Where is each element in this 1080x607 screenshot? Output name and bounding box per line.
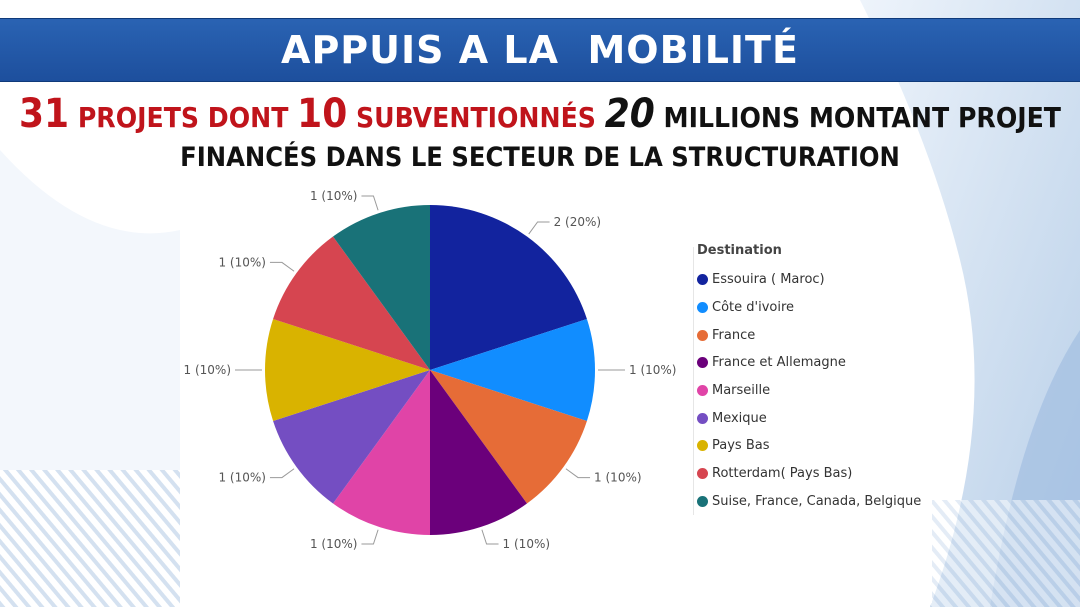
pie-slice[interactable] <box>333 370 430 535</box>
legend-swatch <box>697 357 708 369</box>
data-label: 1 (10%) <box>218 255 265 269</box>
data-label: 1 (10%) <box>218 471 265 485</box>
projects-text: PROJETS DONT <box>77 101 289 134</box>
legend-item[interactable]: Marseille <box>697 377 921 405</box>
legend-swatch <box>697 385 708 397</box>
pie-slice[interactable] <box>430 319 595 421</box>
amount-value: 20 <box>604 91 655 137</box>
legend-swatch <box>697 274 708 286</box>
data-label: 1 (10%) <box>503 537 550 551</box>
legend-label: France et Allemagne <box>712 355 846 371</box>
data-label: 1 (10%) <box>184 363 231 377</box>
chart-panel: 2 (20%) 1 (10%) 1 (10%) 1 (10%) 1 (10%) 1 (10… <box>181 185 932 603</box>
leader-line <box>481 529 499 545</box>
pie-slice[interactable] <box>430 370 587 504</box>
legend-label: Marseille <box>712 383 771 399</box>
leader-line <box>361 529 379 545</box>
legend-swatch <box>697 468 708 480</box>
legend-label: Mexique <box>712 410 767 426</box>
legend-swatch <box>697 440 708 452</box>
leader-line <box>361 195 379 211</box>
legend-label: Pays Bas <box>712 438 770 454</box>
legend-label: Suise, France, Canada, Belgique <box>712 493 922 509</box>
leader-line <box>528 221 550 235</box>
legend-item[interactable]: Suise, France, Canada, Belgique <box>697 488 921 516</box>
legend-swatch <box>697 302 708 314</box>
pie-slice[interactable] <box>333 205 430 370</box>
legend: Destination Essouira ( Maroc) Côte d'ivoi… <box>697 243 921 515</box>
amount-text: MILLIONS MONTANT PROJET <box>663 101 1061 134</box>
data-label: 1 (10%) <box>629 363 676 377</box>
legend-divider <box>693 247 694 515</box>
legend-item[interactable]: Côte d'ivoire <box>697 294 921 322</box>
legend-swatch <box>697 495 708 507</box>
leader-line <box>269 468 295 479</box>
legend-label: France <box>712 327 756 343</box>
projects-count: 31 <box>19 91 70 137</box>
data-label: 2 (20%) <box>554 215 601 229</box>
subsidized-count: 10 <box>297 91 348 137</box>
pie-slice[interactable] <box>265 319 430 421</box>
legend-item[interactable]: Mexique <box>697 404 921 432</box>
legend-swatch <box>697 412 708 424</box>
headline-line-1: 31 PROJETS DONT 10 SUBVENTIONNÉS 20 MILL… <box>0 94 1080 134</box>
pie-chart: 2 (20%) 1 (10%) 1 (10%) 1 (10%) 1 (10%) 1 (10… <box>184 189 677 551</box>
legend-item[interactable]: Pays Bas <box>697 432 921 460</box>
legend-label: Essouira ( Maroc) <box>712 272 825 288</box>
legend-item[interactable]: Essouira ( Maroc) <box>697 266 921 294</box>
leader-line <box>269 261 295 272</box>
pie-slice[interactable] <box>430 205 587 370</box>
headline-line-2: FINANCÉS DANS LE SECTEUR DE LA STRUCTURA… <box>180 142 900 173</box>
legend-title: Destination <box>697 243 782 258</box>
pie-slice[interactable] <box>273 236 430 370</box>
pie-slice[interactable] <box>273 370 430 504</box>
subsidized-text: SUBVENTIONNÉS <box>356 101 596 134</box>
data-label: 1 (10%) <box>594 471 641 485</box>
legend-label: Côte d'ivoire <box>712 300 795 316</box>
legend-item[interactable]: France <box>697 321 921 349</box>
data-label: 1 (10%) <box>310 189 357 203</box>
data-label: 1 (10%) <box>310 537 357 551</box>
pie-slice[interactable] <box>430 370 527 535</box>
banner-title: APPUIS A LA MOBILITÉ <box>281 28 799 72</box>
title-banner: APPUIS A LA MOBILITÉ <box>0 18 1080 82</box>
legend-item[interactable]: Rotterdam( Pays Bas) <box>697 460 921 488</box>
leader-line <box>565 468 591 479</box>
legend-item[interactable]: France et Allemagne <box>697 349 921 377</box>
legend-swatch <box>697 329 708 341</box>
legend-label: Rotterdam( Pays Bas) <box>712 466 853 482</box>
